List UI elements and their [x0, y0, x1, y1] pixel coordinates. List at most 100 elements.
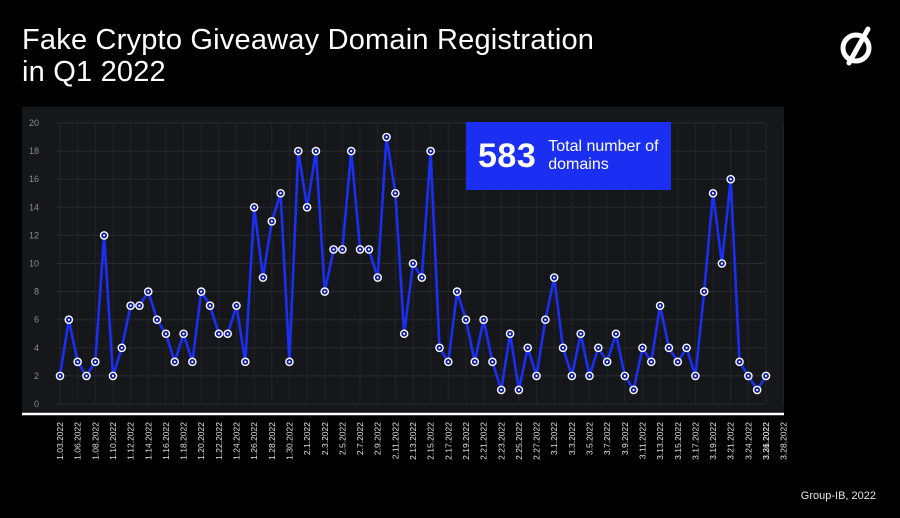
x-tick-label: 2.17.2022 — [443, 422, 453, 460]
data-point — [541, 315, 550, 324]
data-point — [620, 371, 630, 381]
x-tick-label: 3.13.2022 — [655, 422, 665, 460]
y-tick-label: 10 — [29, 259, 39, 269]
x-tick-label: 2.27.2022 — [532, 422, 542, 460]
x-tick-label: 1.12.2022 — [126, 422, 136, 460]
data-point — [426, 146, 435, 156]
x-tick-label: 1.06.2022 — [73, 422, 83, 460]
x-tick-label: 2.19.2022 — [461, 422, 471, 460]
data-point — [117, 343, 127, 353]
x-tick-label: 1.08.2022 — [90, 422, 100, 460]
data-point — [752, 385, 762, 395]
data-point — [55, 371, 65, 381]
x-tick-label: 3.28.2022 — [779, 422, 789, 460]
data-point — [276, 188, 285, 198]
data-point — [655, 301, 665, 310]
x-tick-label: 3.19.2022 — [708, 422, 718, 460]
data-point — [73, 357, 82, 367]
y-tick-label: 8 — [34, 287, 39, 297]
data-point — [726, 174, 736, 184]
x-tick-label: 3.7.2022 — [602, 422, 612, 455]
x-tick-label: 3.3.2022 — [567, 422, 577, 455]
data-point — [320, 287, 330, 296]
x-tick-label: 1.10.2022 — [108, 422, 118, 460]
data-point — [699, 287, 709, 296]
data-point — [549, 273, 559, 282]
data-point — [91, 357, 100, 367]
group-ib-logo-icon — [838, 26, 878, 66]
data-point — [311, 146, 321, 156]
y-tick-label: 12 — [29, 230, 39, 240]
x-tick-label: 2.13.2022 — [408, 422, 418, 460]
data-point — [161, 329, 171, 339]
total-domains-label: Total number of domains — [548, 138, 659, 173]
x-tick-label: 2.25.2022 — [514, 422, 524, 460]
data-point — [232, 301, 241, 310]
data-point — [329, 245, 338, 254]
x-tick-label: 1.24.2022 — [232, 422, 242, 460]
data-point — [638, 343, 647, 353]
data-point — [346, 146, 356, 156]
y-tick-label: 2 — [34, 371, 39, 381]
data-point — [417, 273, 427, 282]
chart-title-line-1: Fake Crypto Giveaway Domain Registration — [22, 24, 595, 56]
x-tick-label: 2.5.2022 — [337, 422, 347, 455]
x-tick-label: 3.9.2022 — [620, 422, 630, 455]
x-tick-label: 3.15.2022 — [673, 422, 683, 460]
data-point — [249, 203, 259, 212]
data-point — [355, 245, 365, 254]
data-point — [443, 357, 453, 367]
data-point — [399, 329, 409, 339]
x-tick-label: 2.1.2022 — [302, 422, 312, 455]
data-point — [496, 385, 506, 395]
x-tick-label: 2.11.2022 — [390, 422, 400, 459]
chart-title-line-2: in Q1 2022 — [22, 56, 166, 88]
x-tick-label: 1.28.2022 — [267, 422, 277, 460]
data-point — [382, 132, 391, 142]
data-point — [267, 217, 277, 226]
data-point — [532, 371, 541, 381]
x-tick-label: 3.1.2022 — [549, 422, 559, 455]
data-point — [152, 315, 162, 324]
x-tick-label: 1.30.2022 — [284, 422, 294, 460]
data-point — [523, 343, 533, 353]
data-point — [302, 203, 312, 212]
x-tick-label: 2.15.2022 — [426, 422, 436, 460]
x-tick-label: 3.17.2022 — [690, 422, 700, 460]
data-point — [143, 287, 153, 296]
data-point — [408, 259, 418, 268]
x-tick-label: 2.3.2022 — [320, 422, 330, 455]
x-tick-label: 3.24.2022 — [743, 422, 753, 460]
data-point — [708, 188, 718, 198]
data-point — [452, 287, 462, 296]
data-point — [188, 357, 197, 367]
data-point — [761, 371, 771, 381]
total-domains-value: 583 — [478, 136, 537, 175]
data-point — [567, 371, 577, 381]
source-credit: Group-IB, 2022 — [800, 490, 876, 502]
x-tick-label: 2.7.2022 — [355, 422, 365, 455]
data-point — [558, 343, 568, 353]
y-tick-label: 20 — [29, 118, 39, 128]
data-point — [241, 357, 250, 367]
data-point — [664, 343, 674, 353]
data-point — [64, 315, 74, 324]
data-point — [488, 357, 497, 367]
data-point — [223, 329, 232, 339]
data-point — [258, 273, 268, 282]
data-point — [744, 371, 753, 381]
data-point — [461, 315, 471, 324]
y-tick-label: 0 — [34, 399, 39, 409]
data-point — [293, 146, 303, 156]
data-point — [682, 343, 691, 353]
data-point — [196, 287, 206, 296]
y-tick-label: 18 — [29, 146, 39, 156]
data-point — [170, 357, 180, 367]
y-tick-label: 16 — [29, 174, 39, 184]
data-point — [629, 385, 638, 395]
data-point — [514, 385, 524, 395]
data-point — [108, 371, 118, 381]
data-point — [479, 315, 488, 324]
x-tick-label: 1.26.2022 — [249, 422, 259, 460]
data-point — [576, 329, 585, 339]
